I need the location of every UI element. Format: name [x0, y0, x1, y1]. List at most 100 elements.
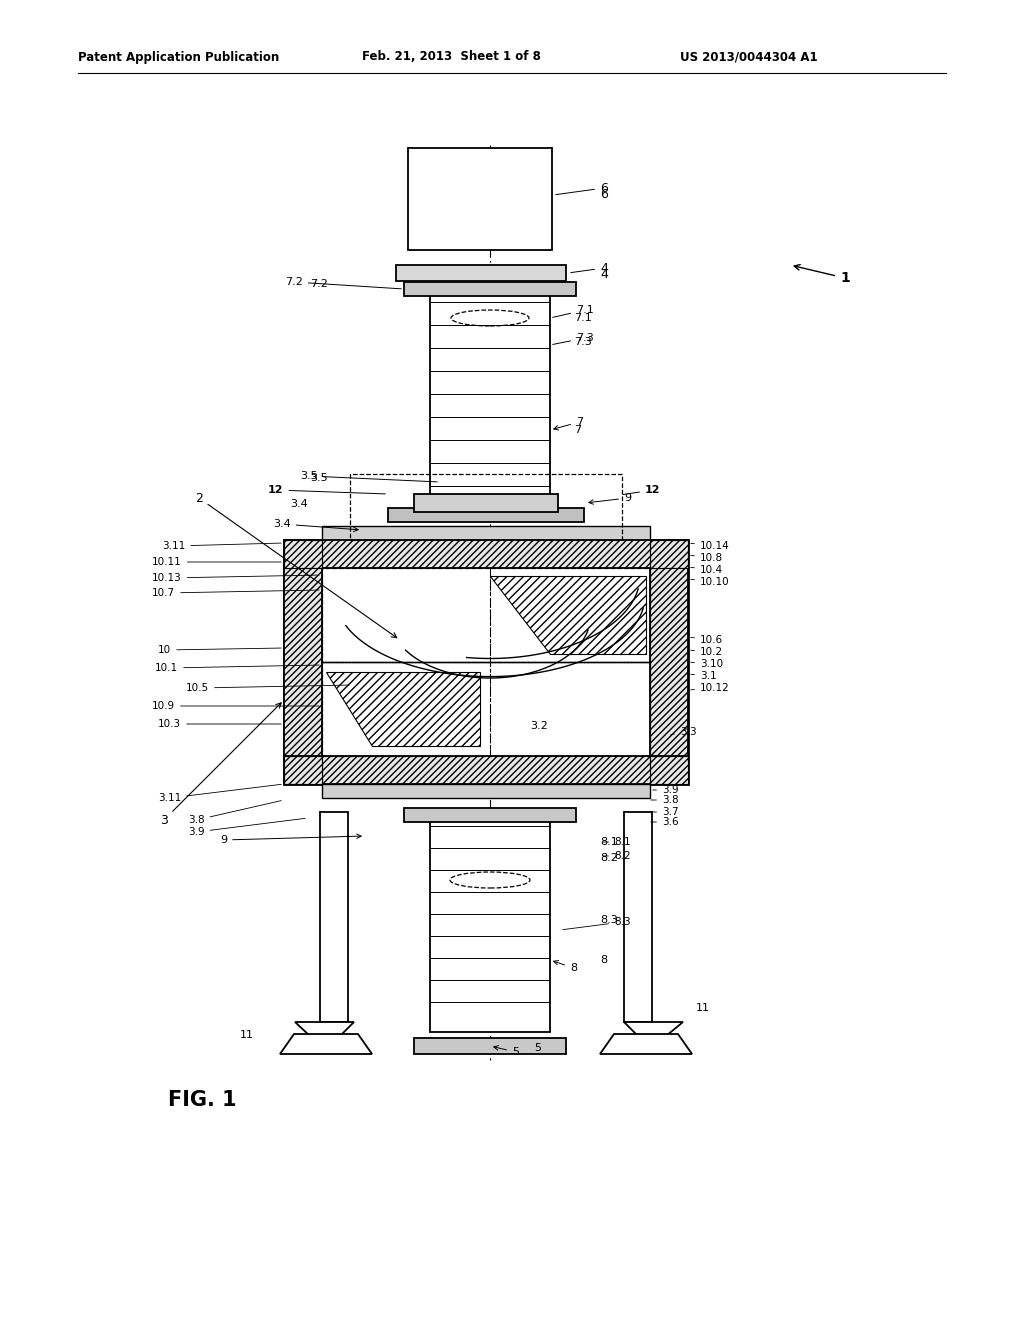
- Bar: [650, 540, 688, 568]
- Bar: [322, 525, 650, 540]
- Text: 8.1: 8.1: [603, 837, 631, 847]
- Text: 6: 6: [600, 189, 608, 202]
- Polygon shape: [490, 576, 646, 653]
- Text: 10.10: 10.10: [691, 577, 730, 587]
- Text: 3.8: 3.8: [188, 801, 282, 825]
- Bar: [284, 756, 688, 784]
- Text: 8: 8: [600, 954, 607, 965]
- Bar: [319, 812, 348, 1022]
- Text: 7: 7: [574, 425, 582, 436]
- Text: 4: 4: [600, 268, 608, 281]
- Bar: [350, 474, 622, 540]
- Bar: [624, 812, 652, 1022]
- Bar: [650, 756, 688, 784]
- Text: 10.11: 10.11: [152, 557, 282, 568]
- Text: 10.6: 10.6: [691, 635, 723, 645]
- Bar: [322, 784, 650, 799]
- Text: 7.1: 7.1: [553, 305, 594, 317]
- Text: 10.2: 10.2: [691, 647, 723, 657]
- Text: 12: 12: [623, 484, 660, 495]
- Text: 10.3: 10.3: [158, 719, 282, 729]
- Bar: [650, 756, 688, 784]
- Text: 8: 8: [554, 961, 578, 973]
- Text: 2: 2: [195, 491, 396, 638]
- Text: 9: 9: [589, 492, 631, 504]
- Bar: [414, 494, 558, 512]
- Polygon shape: [295, 1022, 354, 1036]
- Bar: [404, 282, 575, 296]
- Bar: [284, 540, 688, 568]
- Bar: [284, 540, 322, 568]
- Text: 11: 11: [240, 1030, 254, 1040]
- Bar: [430, 288, 550, 516]
- Bar: [284, 756, 322, 784]
- Text: 10.14: 10.14: [691, 541, 730, 550]
- Text: 8.2: 8.2: [603, 851, 631, 861]
- Text: 3.3: 3.3: [671, 727, 696, 737]
- Text: 3.1: 3.1: [691, 671, 717, 681]
- Bar: [322, 663, 650, 756]
- Text: 3.2: 3.2: [530, 721, 548, 731]
- Text: 3.6: 3.6: [651, 817, 679, 828]
- Text: 10.7: 10.7: [152, 587, 319, 598]
- Ellipse shape: [450, 873, 530, 888]
- Text: 10.9: 10.9: [152, 701, 319, 711]
- Ellipse shape: [451, 310, 529, 326]
- Text: 1: 1: [795, 264, 850, 285]
- Polygon shape: [600, 1034, 692, 1053]
- Polygon shape: [280, 1034, 372, 1053]
- Text: 3.8: 3.8: [651, 795, 679, 805]
- Text: 3.4: 3.4: [273, 519, 358, 532]
- Bar: [396, 265, 566, 281]
- Text: 6: 6: [556, 181, 608, 194]
- Text: 9: 9: [220, 834, 361, 845]
- Text: 3.11: 3.11: [162, 541, 282, 550]
- Bar: [322, 568, 650, 663]
- Bar: [404, 808, 575, 822]
- Text: 3: 3: [160, 702, 282, 826]
- Text: 3.10: 3.10: [691, 659, 723, 669]
- Text: 7.2: 7.2: [310, 279, 328, 289]
- Text: 3.9: 3.9: [652, 785, 679, 795]
- Bar: [284, 568, 322, 756]
- Text: 8.1: 8.1: [600, 837, 617, 847]
- Text: 8.3: 8.3: [600, 915, 617, 925]
- Text: 10.8: 10.8: [691, 553, 723, 564]
- Text: 7: 7: [554, 417, 583, 430]
- Text: 3.4: 3.4: [290, 499, 308, 510]
- Text: Patent Application Publication: Patent Application Publication: [78, 50, 280, 63]
- Text: 4: 4: [570, 261, 608, 275]
- Text: US 2013/0044304 A1: US 2013/0044304 A1: [680, 50, 817, 63]
- Polygon shape: [624, 1022, 683, 1036]
- Text: 11: 11: [696, 1003, 710, 1012]
- Polygon shape: [326, 672, 480, 746]
- Text: 12: 12: [268, 484, 385, 495]
- Text: 8.3: 8.3: [563, 917, 631, 929]
- Bar: [414, 1038, 566, 1053]
- Text: 10: 10: [158, 645, 282, 655]
- Bar: [430, 812, 550, 1032]
- Text: 3.9: 3.9: [188, 818, 305, 837]
- Text: 8.2: 8.2: [600, 853, 617, 863]
- Text: 5: 5: [494, 1045, 519, 1057]
- Text: 7.3: 7.3: [553, 333, 594, 345]
- Text: 3.11: 3.11: [158, 784, 282, 803]
- Text: FIG. 1: FIG. 1: [168, 1090, 237, 1110]
- Text: 10.13: 10.13: [152, 573, 319, 583]
- Text: 10.5: 10.5: [186, 682, 349, 693]
- Text: 7.3: 7.3: [574, 337, 592, 347]
- Text: 10.12: 10.12: [691, 682, 730, 693]
- Text: 10.4: 10.4: [691, 565, 723, 576]
- Bar: [388, 508, 584, 521]
- Bar: [650, 568, 688, 756]
- Text: 3.7: 3.7: [651, 807, 679, 817]
- Text: 10.1: 10.1: [155, 663, 319, 673]
- Text: 5: 5: [534, 1043, 541, 1053]
- Bar: [650, 540, 688, 568]
- Text: 3.5: 3.5: [310, 473, 328, 483]
- Bar: [284, 540, 688, 784]
- Text: 7.1: 7.1: [574, 313, 592, 323]
- Text: 7.2: 7.2: [285, 277, 401, 289]
- Bar: [408, 148, 552, 249]
- Bar: [284, 756, 322, 784]
